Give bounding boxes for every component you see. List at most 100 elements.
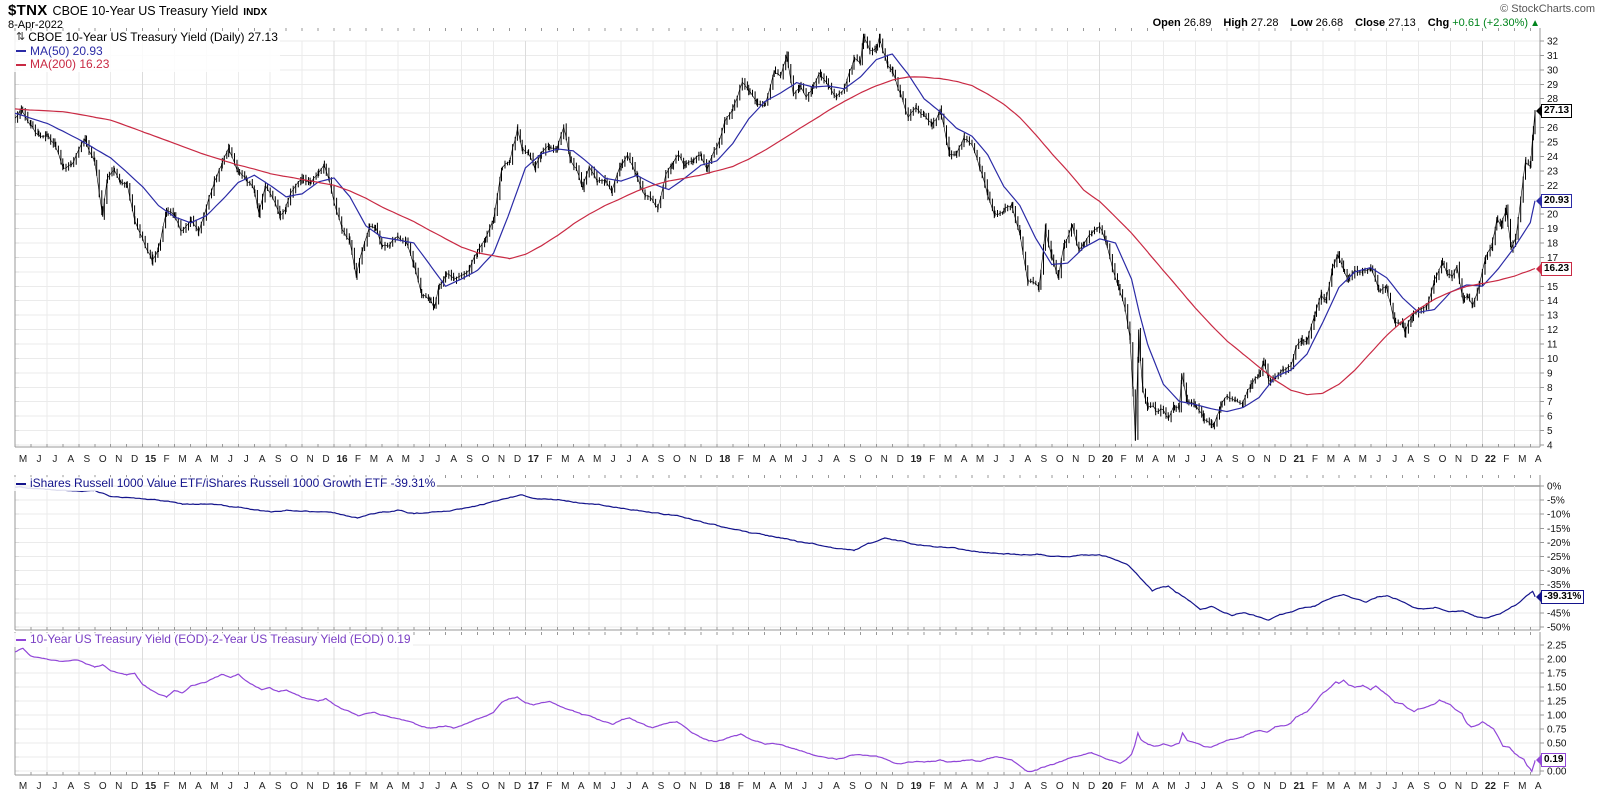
svg-text:22: 22 [1485,454,1497,465]
svg-text:M: M [1167,454,1175,465]
svg-text:F: F [355,781,361,792]
svg-text:N: N [881,454,888,465]
svg-text:19: 19 [911,454,923,465]
svg-text:M: M [1518,781,1526,792]
svg-text:J: J [611,781,616,792]
svg-text:A: A [1216,454,1223,465]
svg-text:J: J [611,454,616,465]
ma50-legend: MA(50) 20.93 [30,43,103,58]
svg-text:S: S [275,454,282,465]
svg-text:F: F [929,454,935,465]
ma200-swatch-icon [16,63,26,66]
svg-text:O: O [673,454,681,465]
svg-text:D: D [131,454,138,465]
svg-text:D: D [1471,454,1478,465]
last-value-label: 27.13 [1536,104,1573,119]
svg-text:20: 20 [1102,454,1114,465]
svg-text:0.50: 0.50 [1547,739,1567,750]
svg-text:A: A [769,781,776,792]
svg-text:M: M [210,781,218,792]
svg-text:M: M [402,781,410,792]
svg-text:J: J [1392,781,1397,792]
svg-text:A: A [1152,781,1159,792]
svg-text:J: J [244,454,249,465]
svg-text:J: J [818,781,823,792]
svg-text:J: J [1185,454,1190,465]
svg-text:J: J [52,454,57,465]
svg-text:11: 11 [1547,340,1558,351]
svg-text:S: S [83,781,90,792]
svg-text:S: S [1040,454,1047,465]
copyright-text: © StockCharts.com [1500,3,1595,15]
svg-text:4: 4 [1547,441,1553,452]
svg-text:A: A [195,454,202,465]
svg-text:F: F [1503,781,1509,792]
high-value: 27.28 [1250,17,1279,29]
svg-text:22: 22 [1485,781,1497,792]
svg-text:A: A [1216,781,1223,792]
svg-text:J: J [228,454,233,465]
svg-text:J: J [1009,781,1014,792]
svg-text:J: J [1376,781,1381,792]
svg-text:15: 15 [145,454,157,465]
svg-text:A: A [833,454,840,465]
svg-text:A: A [195,781,202,792]
updown-arrows-icon: ⇅ [16,31,26,43]
svg-text:M: M [593,781,601,792]
svg-text:O: O [482,781,490,792]
svg-text:19: 19 [1547,224,1559,235]
svg-text:N: N [1072,781,1079,792]
last-value-label: 20.93 [1536,193,1573,208]
svg-text:32: 32 [1547,37,1559,48]
svg-text:2.00: 2.00 [1547,655,1567,666]
svg-text:F: F [546,454,552,465]
svg-text:A: A [642,781,649,792]
low-value: 26.68 [1315,17,1344,29]
instrument-name: CBOE 10-Year US Treasury Yield [52,4,239,18]
svg-text:16: 16 [336,781,348,792]
svg-text:A: A [68,454,75,465]
svg-text:J: J [1201,781,1206,792]
open-label: Open [1152,17,1181,29]
svg-text:F: F [738,454,744,465]
svg-text:D: D [1279,781,1286,792]
svg-text:16: 16 [336,454,348,465]
change-label: Chg [1427,17,1450,29]
svg-text:J: J [419,454,424,465]
svg-text:S: S [849,454,856,465]
svg-text:S: S [849,781,856,792]
svg-text:D: D [322,454,329,465]
svg-text:A: A [642,454,649,465]
svg-text:A: A [1535,454,1542,465]
svg-text:0.75: 0.75 [1547,725,1567,736]
svg-text:D: D [131,781,138,792]
svg-text:M: M [753,454,761,465]
svg-text:17: 17 [528,454,540,465]
svg-text:A: A [259,454,266,465]
svg-text:18: 18 [1547,239,1559,250]
svg-text:A: A [68,781,75,792]
svg-text:J: J [419,781,424,792]
svg-text:S: S [1423,781,1430,792]
svg-text:A: A [1407,781,1414,792]
chart-header: $TNX CBOE 10-Year US Treasury Yield INDX [8,2,267,19]
svg-text:A: A [387,454,394,465]
svg-text:5: 5 [1547,426,1553,437]
svg-text:-35%: -35% [1547,580,1570,591]
svg-text:J: J [228,781,233,792]
svg-text:0%: 0% [1547,482,1562,493]
svg-text:F: F [163,781,169,792]
ohlc-quote-bar: Open 26.89 High 27.28 Low 26.68 Close 27… [1153,17,1540,29]
label-pointer-icon [1536,195,1541,206]
svg-text:A: A [259,781,266,792]
svg-text:18: 18 [719,454,731,465]
ma50-swatch-icon [16,50,26,53]
svg-text:A: A [1535,781,1542,792]
svg-text:1.75: 1.75 [1547,669,1567,680]
high-label: High [1223,17,1248,29]
svg-text:M: M [1327,454,1335,465]
label-pointer-icon [1536,591,1541,602]
svg-text:M: M [402,454,410,465]
